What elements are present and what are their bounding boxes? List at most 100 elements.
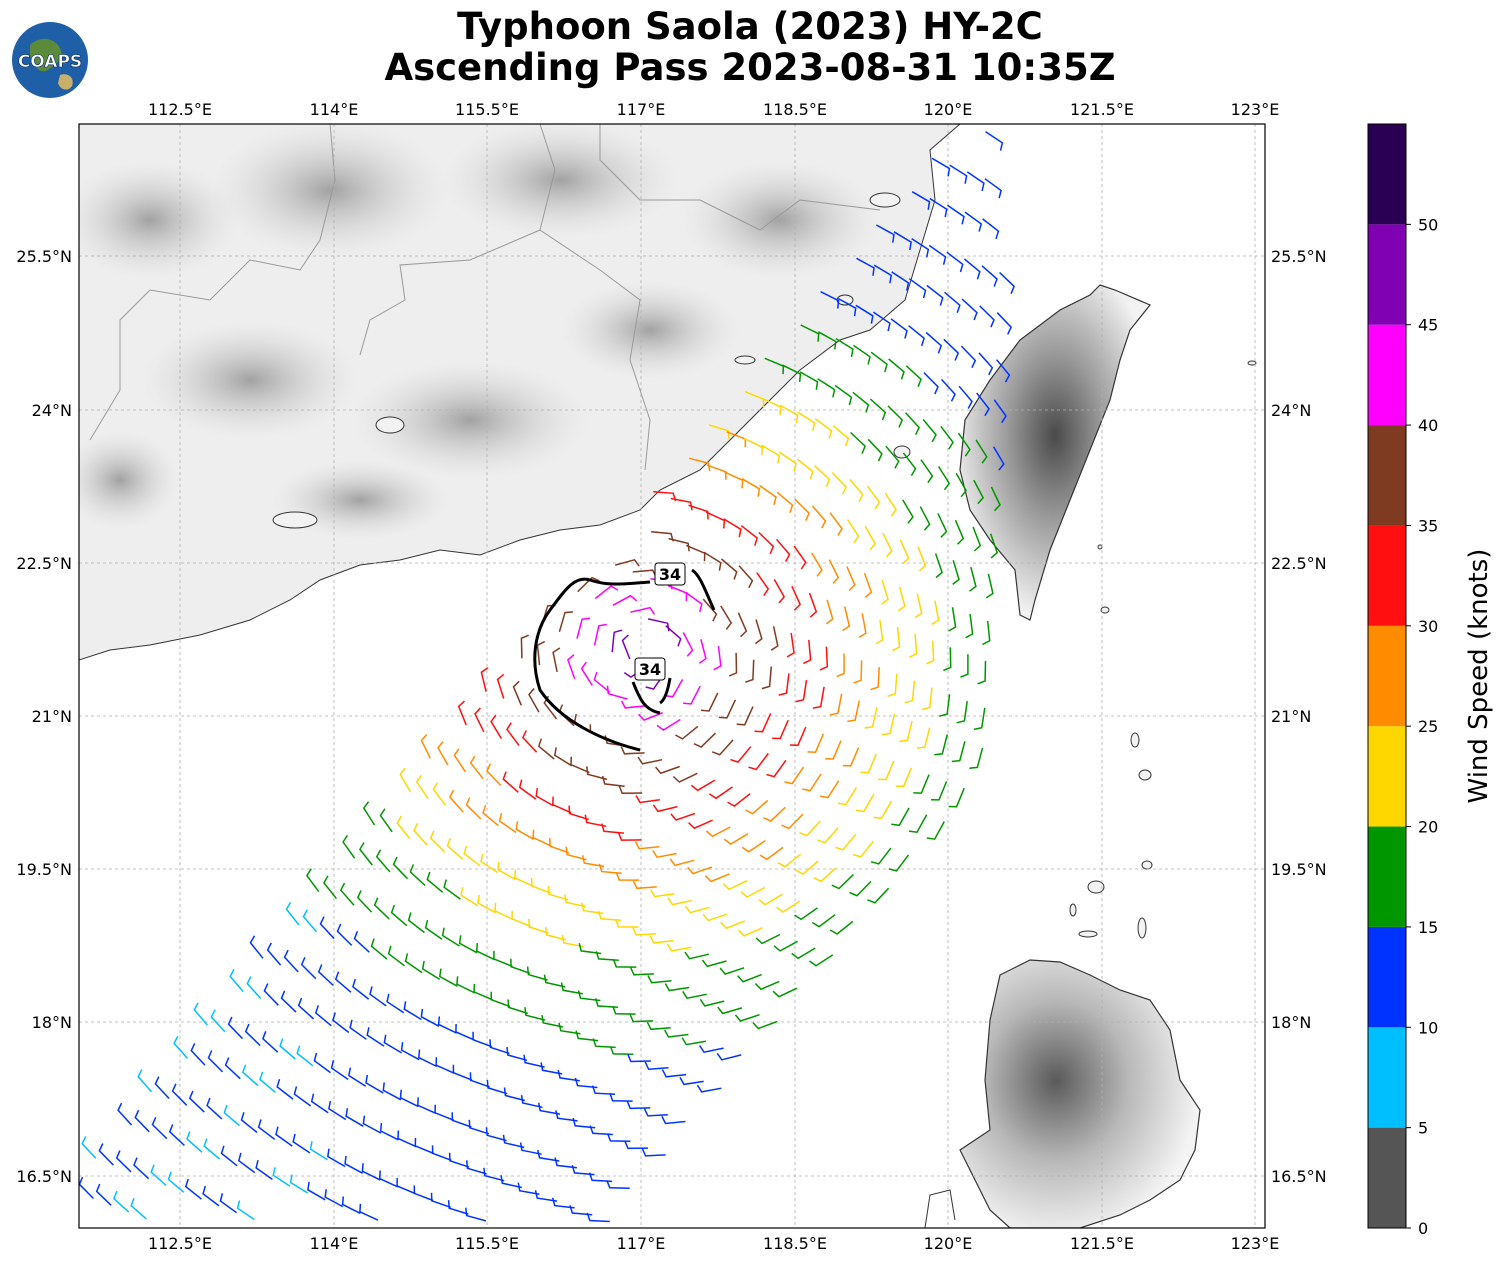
wind-barb bbox=[703, 551, 722, 571]
lon-tick: 112.5°E bbox=[148, 1234, 212, 1253]
wind-barb bbox=[528, 688, 540, 713]
wind-barb bbox=[934, 553, 943, 579]
wind-barb bbox=[873, 264, 893, 284]
lon-tick: 118.5°E bbox=[763, 1234, 827, 1253]
wind-barb bbox=[850, 431, 866, 454]
map-frame bbox=[78, 123, 1266, 1229]
wind-barb bbox=[649, 935, 674, 944]
wind-barb bbox=[895, 767, 913, 788]
colorbar-segment bbox=[1368, 324, 1406, 426]
wind-barb bbox=[465, 1207, 487, 1222]
wind-barb bbox=[347, 1067, 367, 1087]
wind-barb bbox=[738, 565, 754, 589]
wind-barb bbox=[302, 909, 318, 933]
wind-barb bbox=[317, 964, 334, 987]
wind-barb bbox=[670, 497, 693, 511]
wind-barb bbox=[890, 318, 908, 339]
wind-barb bbox=[262, 1031, 279, 1053]
title-line-2: Ascending Pass 2023-08-31 10:35Z bbox=[384, 46, 1116, 89]
wind-barb bbox=[615, 872, 640, 881]
wind-barb bbox=[873, 800, 893, 820]
wind-barb bbox=[279, 1038, 296, 1060]
wind-barb bbox=[784, 766, 805, 785]
wind-barb bbox=[632, 927, 657, 936]
wind-barb bbox=[517, 1182, 540, 1196]
wind-barb bbox=[683, 685, 701, 705]
wind-barb bbox=[593, 671, 611, 693]
wind-barb bbox=[617, 832, 642, 841]
wind-barb bbox=[666, 943, 692, 952]
wind-barb bbox=[754, 713, 772, 733]
wind-barb bbox=[460, 887, 479, 907]
wind-barb bbox=[500, 1175, 522, 1189]
wind-barb bbox=[240, 1112, 258, 1134]
wind-barb bbox=[977, 660, 987, 685]
contour-label: 34 bbox=[634, 657, 666, 681]
wind-barb bbox=[413, 1185, 434, 1202]
colorbar-segment bbox=[1368, 826, 1406, 927]
wind-barb bbox=[736, 706, 754, 726]
wind-barb bbox=[171, 1083, 188, 1106]
wind-barb bbox=[704, 873, 730, 883]
wind-barb bbox=[825, 599, 834, 625]
wind-barb bbox=[512, 680, 522, 706]
wind-barb bbox=[973, 707, 986, 731]
wind-barb bbox=[572, 1117, 596, 1129]
wind-barb bbox=[382, 1082, 402, 1101]
wind-barb bbox=[349, 1019, 367, 1040]
wind-barb bbox=[958, 385, 973, 409]
wind-barb bbox=[227, 1016, 244, 1040]
wind-barb bbox=[779, 451, 797, 472]
wind-barb bbox=[580, 661, 593, 686]
wind-barb bbox=[606, 685, 628, 700]
wind-barb bbox=[336, 923, 353, 946]
lon-tick: 114°E bbox=[310, 1234, 359, 1253]
wind-barb bbox=[817, 331, 837, 350]
lon-tick: 117°E bbox=[617, 1234, 666, 1253]
province-border bbox=[599, 124, 881, 231]
wind-barb bbox=[224, 1057, 241, 1080]
wind-barb bbox=[653, 490, 677, 502]
wind-barb bbox=[486, 1079, 508, 1095]
wind-barb bbox=[956, 700, 968, 724]
lon-tick: 118.5°E bbox=[763, 100, 827, 119]
wind-barb bbox=[535, 787, 554, 807]
colorbar-tick-label: 50 bbox=[1418, 215, 1438, 234]
wind-barb bbox=[435, 1057, 455, 1074]
wind-barb bbox=[413, 823, 428, 846]
wind-barb bbox=[800, 324, 820, 342]
wind-barb bbox=[799, 820, 822, 837]
wind-barb bbox=[888, 854, 910, 872]
wind-barb bbox=[520, 1094, 543, 1109]
wind-barb bbox=[421, 960, 441, 981]
wind-barb bbox=[899, 539, 910, 565]
wind-barb bbox=[615, 558, 640, 567]
wind-barb bbox=[285, 902, 300, 926]
wind-barb bbox=[964, 211, 983, 232]
wind-barb bbox=[796, 458, 814, 480]
wind-barb bbox=[702, 598, 718, 622]
lon-tick: 117°E bbox=[617, 100, 666, 119]
wind-barb bbox=[872, 311, 891, 332]
province-border bbox=[359, 229, 541, 356]
colorbar-tick-label: 35 bbox=[1418, 516, 1438, 535]
wind-barb bbox=[699, 998, 725, 1007]
wind-barb bbox=[415, 774, 429, 799]
wind-barb bbox=[737, 927, 763, 937]
wind-barb bbox=[713, 646, 722, 671]
lon-ticks-top: 112.5°E 114°E 115.5°E 117°E 118.5°E 120°… bbox=[148, 100, 1279, 119]
lat-tick: 18°N bbox=[1271, 1013, 1311, 1032]
wind-barb bbox=[223, 1104, 240, 1127]
wind-barb bbox=[569, 1205, 593, 1216]
wind-barb bbox=[305, 868, 320, 893]
wind-barb bbox=[330, 1060, 349, 1081]
wind-barb bbox=[184, 1178, 202, 1200]
wind-barb bbox=[332, 1012, 350, 1034]
wind-barb bbox=[723, 518, 742, 538]
wind-barb bbox=[869, 398, 887, 421]
wind-barb bbox=[429, 830, 446, 853]
wind-barb bbox=[770, 626, 779, 651]
colorbar-segment bbox=[1368, 926, 1406, 1028]
wind-barb bbox=[424, 919, 443, 940]
wind-barb bbox=[366, 1027, 385, 1047]
